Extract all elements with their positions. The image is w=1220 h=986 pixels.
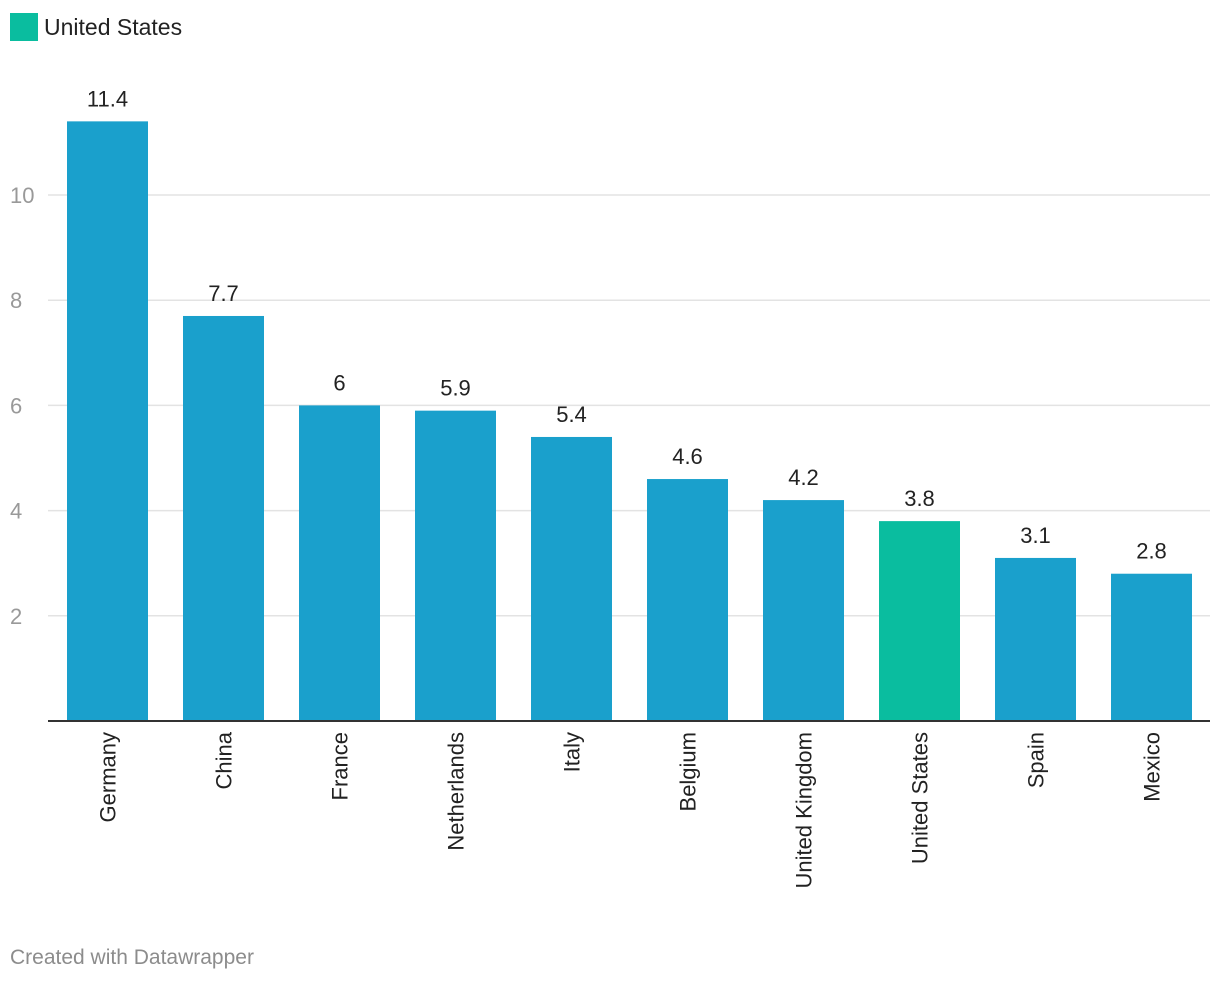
value-label: 7.7: [208, 281, 239, 306]
value-label: 11.4: [87, 86, 128, 111]
y-tick-label: 8: [10, 288, 22, 313]
value-label: 5.4: [556, 402, 587, 427]
footer-credit: Created with Datawrapper: [10, 946, 254, 969]
x-tick-label: Netherlands: [444, 732, 469, 851]
y-tick-label: 10: [10, 183, 34, 208]
bar: [299, 405, 380, 721]
chart-legend: United States: [10, 12, 182, 42]
value-label: 4.2: [788, 465, 819, 490]
y-tick-label: 4: [10, 499, 22, 524]
value-label: 3.1: [1020, 523, 1051, 548]
bar: [647, 479, 728, 721]
x-tick-label: Belgium: [676, 732, 701, 811]
x-tick-label: Germany: [96, 732, 121, 822]
y-tick-label: 6: [10, 393, 22, 418]
y-tick-label: 2: [10, 604, 22, 629]
x-tick-label: France: [328, 732, 353, 800]
bar: [183, 315, 264, 721]
value-label: 3.8: [904, 486, 935, 511]
x-tick-label: Mexico: [1140, 732, 1165, 802]
bar: [763, 500, 844, 721]
value-label: 4.6: [672, 444, 703, 469]
x-tick-label: China: [212, 731, 237, 789]
bar: [531, 436, 612, 721]
value-label: 2.8: [1136, 539, 1167, 564]
x-tick-label: Italy: [560, 732, 585, 772]
x-tick-label: United States: [908, 732, 933, 864]
bar: [415, 410, 496, 721]
bar: [879, 521, 960, 721]
bar: [67, 121, 148, 722]
legend-swatch: [10, 13, 38, 41]
legend-label: United States: [44, 13, 183, 40]
x-tick-label: Spain: [1024, 732, 1049, 788]
bar: [1111, 573, 1192, 721]
bar: [995, 557, 1076, 721]
value-label: 6: [333, 370, 345, 395]
value-label: 5.9: [440, 376, 471, 401]
x-tick-label: United Kingdom: [792, 732, 817, 889]
